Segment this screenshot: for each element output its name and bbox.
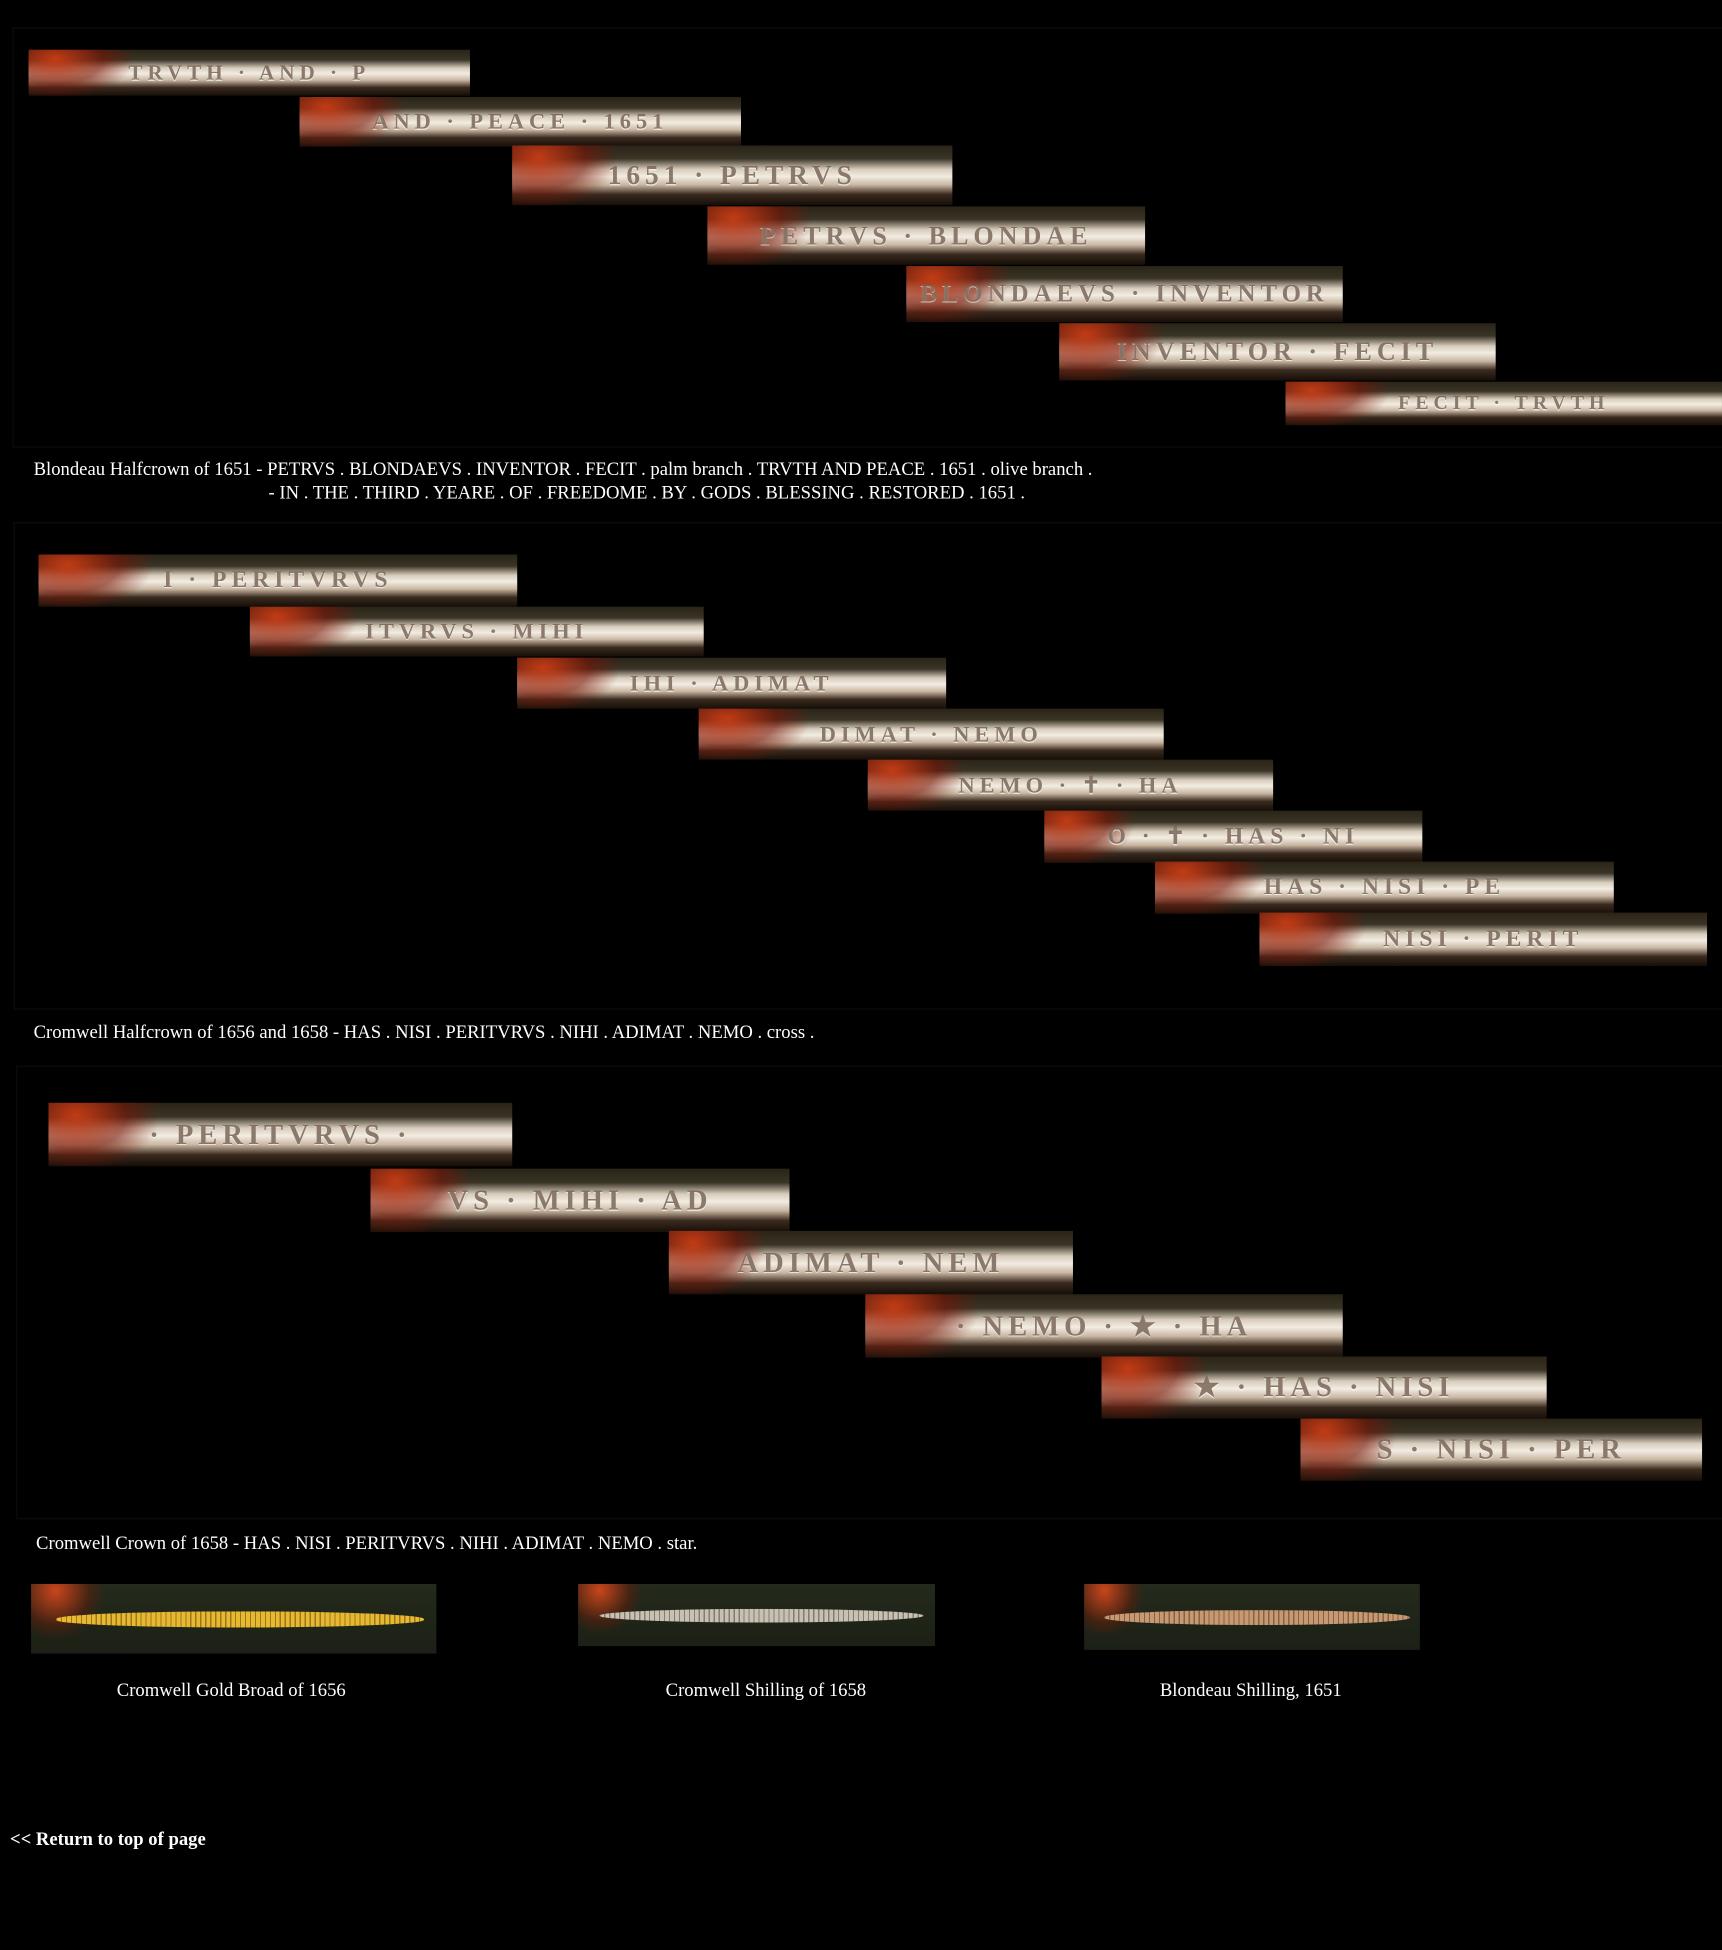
coin-edge-strip: BLONDAEVS · INVENTOR <box>906 266 1343 323</box>
coin-edge-strip: DIMAT · NEMO <box>698 708 1164 760</box>
edge-inscription: HAS · NISI · PE <box>1263 874 1506 901</box>
coin-edge-strip: IHI · ADIMAT <box>517 657 947 709</box>
coin-edge-strip: O · ✝ · HAS · NI <box>1044 810 1423 863</box>
milled-rim <box>55 1611 425 1628</box>
coin-edge-strip: ★ · HAS · NISI <box>1101 1356 1547 1419</box>
coin-edge-strip: NISI · PERIT <box>1259 912 1708 967</box>
edge-inscription: BLONDAEVS · INVENTOR <box>920 279 1329 308</box>
edge-inscription: · PERITVRVS · <box>149 1118 412 1150</box>
coin-edge-photo <box>578 1583 935 1647</box>
coin-edge-strip: HAS · NISI · PE <box>1155 861 1614 914</box>
coin-edge-strip: FECIT · TRVTH <box>1285 381 1722 426</box>
coin-edge-strip: I · PERITVRVS <box>38 554 518 607</box>
milled-rim <box>599 1608 925 1623</box>
coin-edge-strip: NEMO · ✝ · HA <box>867 759 1274 811</box>
coin-edge-strip: PETRVS · BLONDAE <box>707 206 1146 265</box>
edge-inscription: PETRVS · BLONDAE <box>759 220 1093 250</box>
blondeau-halfcrown-panel <box>12 27 1722 448</box>
coin-edge-strip: AND · PEACE · 1651 <box>299 96 742 147</box>
coin-edge-strip: INVENTOR · FECIT <box>1059 323 1496 381</box>
edge-inscription: O · ✝ · HAS · NI <box>1107 823 1360 850</box>
cromwell-halfcrown-caption: Cromwell Halfcrown of 1656 and 1658 - HA… <box>33 1023 815 1044</box>
coin-edge-strip: · NEMO · ★ · HA <box>865 1294 1343 1358</box>
return-to-top-link[interactable]: << Return to top of page <box>9 1830 206 1851</box>
cromwell-crown-caption: Cromwell Crown of 1658 - HAS . NISI . PE… <box>36 1534 698 1555</box>
milled-rim <box>1104 1610 1410 1625</box>
blondeau-halfcrown-caption-2: - IN . THE . THIRD . YEARE . OF . FREEDO… <box>268 483 1026 504</box>
edge-inscription: IHI · ADIMAT <box>629 670 834 696</box>
coin-edge-strip: ADIMAT · NEM <box>668 1230 1073 1295</box>
edge-inscription: 1651 · PETRVS <box>607 159 857 191</box>
cromwell-halfcrown-panel <box>13 522 1722 1010</box>
coin-edge-strip: S · NISI · PER <box>1300 1418 1703 1481</box>
coin-edge-photo <box>1084 1583 1420 1650</box>
coin-edge-strip: VS · MIHI · AD <box>370 1168 790 1233</box>
edge-inscription: NEMO · ✝ · HA <box>958 772 1183 797</box>
gold-broad-caption: Cromwell Gold Broad of 1656 <box>116 1680 346 1701</box>
edge-inscription: S · NISI · PER <box>1376 1433 1626 1465</box>
blondeau-shilling-caption: Blondeau Shilling, 1651 <box>1159 1680 1342 1701</box>
edge-inscription: · NEMO · ★ · HA <box>955 1309 1253 1341</box>
edge-inscription: ITVRVS · MIHI <box>365 618 589 644</box>
edge-inscription: ADIMAT · NEM <box>737 1246 1005 1278</box>
edge-inscription: TRVTH · AND · P <box>128 60 371 84</box>
coin-edge-strip: · PERITVRVS · <box>48 1102 513 1167</box>
coin-edge-strip: 1651 · PETRVS <box>512 145 953 206</box>
blondeau-halfcrown-caption-1: Blondeau Halfcrown of 1651 - PETRVS . BL… <box>33 460 1093 480</box>
edge-inscription: VS · MIHI · AD <box>447 1184 713 1216</box>
edge-inscription: I · PERITVRVS <box>163 566 393 594</box>
cromwell-crown-panel <box>16 1065 1722 1520</box>
edge-inscription: ★ · HAS · NISI <box>1193 1371 1455 1403</box>
edge-inscription: FECIT · TRVTH <box>1398 392 1610 414</box>
edge-inscription: INVENTOR · FECIT <box>1116 336 1439 367</box>
cromwell-shilling-caption: Cromwell Shilling of 1658 <box>665 1680 867 1701</box>
edge-inscription: DIMAT · NEMO <box>819 721 1043 746</box>
edge-inscription: AND · PEACE · 1651 <box>372 108 669 134</box>
coin-edge-photo <box>31 1583 437 1654</box>
edge-inscription: NISI · PERIT <box>1383 925 1584 952</box>
coin-edge-strip: ITVRVS · MIHI <box>249 606 704 657</box>
coin-edge-strip: TRVTH · AND · P <box>28 49 470 96</box>
